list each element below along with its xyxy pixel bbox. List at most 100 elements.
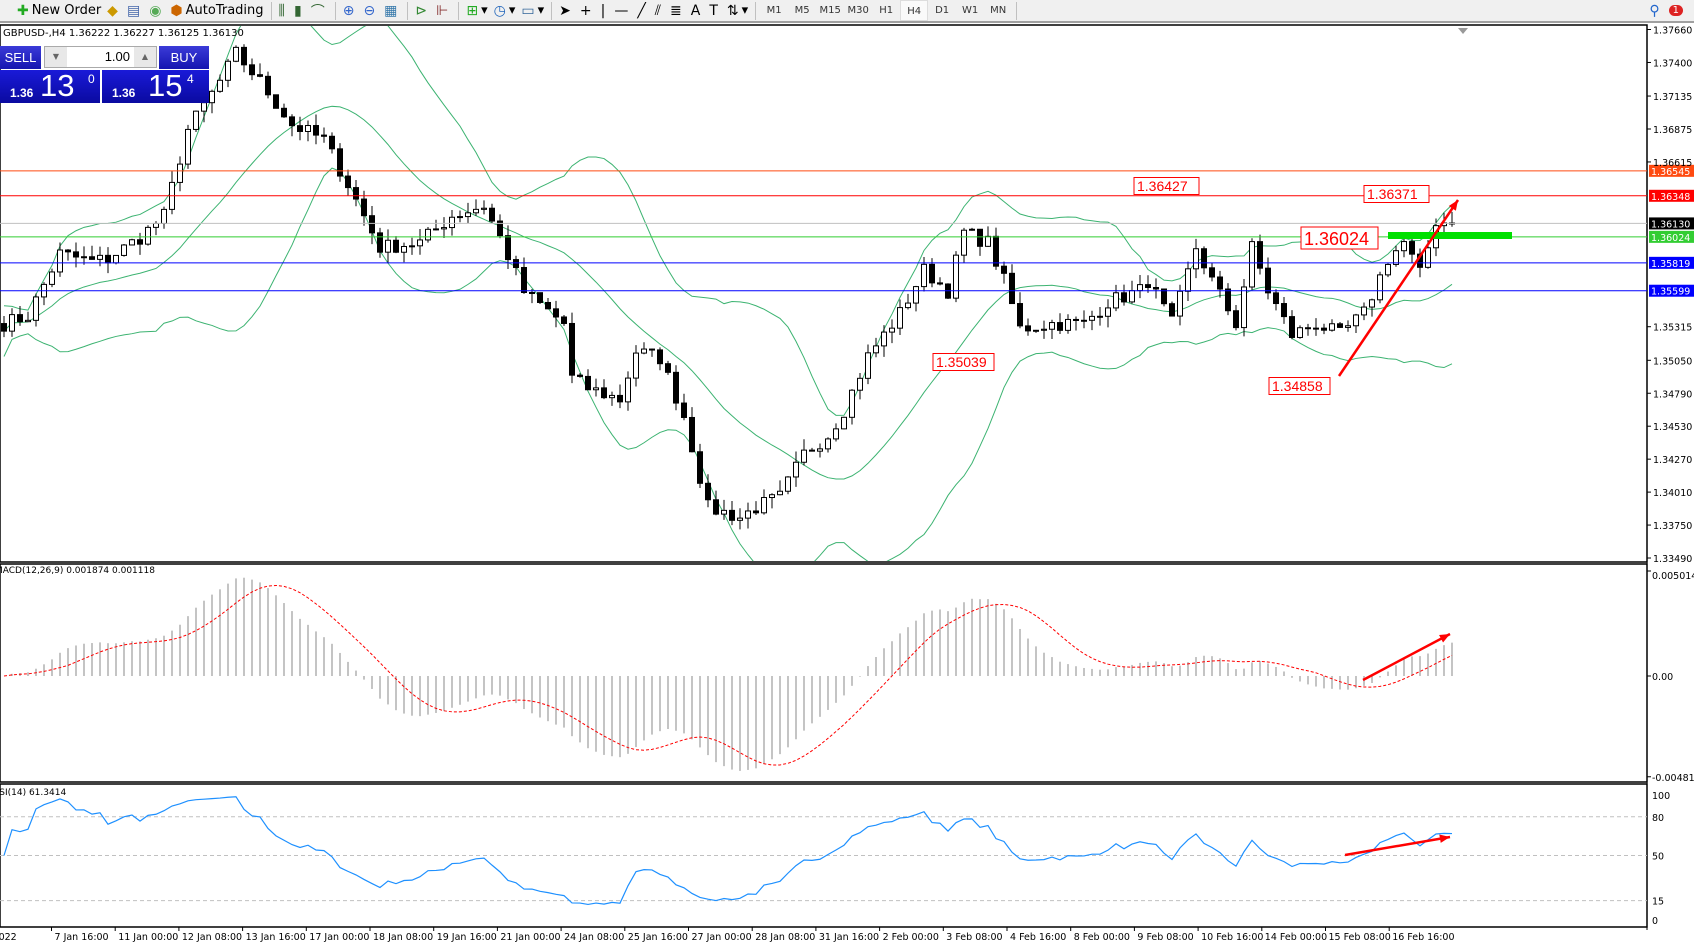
trendline-button[interactable]: ╱ xyxy=(634,0,651,21)
line-chart-button[interactable]: ⌒ xyxy=(308,0,331,21)
candle-body xyxy=(1361,306,1367,316)
data-window-button[interactable]: ▤ xyxy=(124,0,146,21)
time-tick-label: 4 Feb 16:00 xyxy=(1010,932,1066,943)
candle-body xyxy=(913,286,919,304)
candle-body xyxy=(513,259,519,269)
time-tick-label: 6 Jan 2022 xyxy=(0,932,17,943)
indicators-button[interactable]: ⊞ ▾ xyxy=(466,2,488,19)
rsi-tick-label: 80 xyxy=(1652,813,1664,824)
time-tick-label: 8 Feb 00:00 xyxy=(1074,932,1130,943)
candle-body xyxy=(961,229,967,256)
candle xyxy=(625,371,631,411)
candle-body xyxy=(1137,284,1143,292)
timeframe-m15[interactable]: M15 xyxy=(819,5,841,16)
candle-body xyxy=(865,352,871,379)
candle xyxy=(825,437,831,453)
candle xyxy=(1225,283,1231,316)
clock-icon: ◷ xyxy=(493,2,506,19)
candle xyxy=(969,227,975,231)
vertical-line-button[interactable]: | xyxy=(598,0,612,21)
arrows-button[interactable]: ⇅ ▾ xyxy=(726,2,749,19)
lot-size-input[interactable]: ▼ 1.00 ▲ xyxy=(44,46,157,68)
time-tick-label: 10 Feb 16:00 xyxy=(1201,932,1263,943)
candle xyxy=(1145,275,1151,293)
time-tick-label: 17 Jan 00:00 xyxy=(309,932,369,943)
candle xyxy=(937,277,943,286)
candle-body xyxy=(785,476,791,492)
lot-value[interactable]: 1.00 xyxy=(104,49,130,64)
buy-price-button[interactable]: 1.36 15 4 xyxy=(102,68,209,103)
candle xyxy=(849,389,855,425)
zoom-out-button[interactable]: ⊖ xyxy=(360,0,381,21)
sell-button[interactable]: SELL xyxy=(0,46,41,69)
channel-button[interactable]: ⫽ xyxy=(652,0,667,21)
sell-price-button[interactable]: 1.36 13 0 xyxy=(0,68,100,103)
new-order-button[interactable]: ✚ New Order xyxy=(17,2,102,19)
price-level-tag xyxy=(1649,164,1694,177)
candle xyxy=(401,242,407,263)
candle-body xyxy=(1305,327,1311,330)
price-tick-label: 1.33490 xyxy=(1653,554,1692,565)
text-label-icon: T xyxy=(709,2,718,19)
text-button[interactable]: A xyxy=(688,0,707,21)
candle xyxy=(577,373,583,378)
rsi-tick-label: 15 xyxy=(1652,897,1664,908)
cursor-button[interactable]: ➤ xyxy=(556,0,577,21)
bar-chart-button[interactable]: ⫼ xyxy=(276,0,291,21)
candle xyxy=(1041,320,1047,339)
chart-shift-button[interactable]: ⊩ xyxy=(433,0,454,21)
buy-price-big: 15 xyxy=(148,68,183,103)
text-label-button[interactable]: T xyxy=(706,0,724,21)
candle xyxy=(633,345,639,387)
horizontal-line-button[interactable]: — xyxy=(611,0,634,21)
candle-body xyxy=(1217,276,1223,290)
fibonacci-button[interactable]: ≣ xyxy=(667,0,688,21)
periods-button[interactable]: ◷ ▾ xyxy=(493,2,516,19)
price-annotation-text: 1.36024 xyxy=(1304,229,1369,249)
zoom-in-button[interactable]: ⊕ xyxy=(340,0,361,21)
timeframe-h4[interactable]: H4 xyxy=(900,0,929,21)
timeframe-d1[interactable]: D1 xyxy=(935,5,950,16)
templates-button[interactable]: ▭ ▾ xyxy=(521,2,545,19)
tile-windows-button[interactable]: ▦ xyxy=(381,0,403,21)
candle-body xyxy=(1345,325,1351,328)
candle-body xyxy=(809,449,815,452)
lot-decrease-button[interactable]: ▼ xyxy=(45,47,67,67)
candle-body xyxy=(1193,248,1199,270)
candle xyxy=(697,443,703,488)
auto-scroll-button[interactable]: ⊳ xyxy=(412,0,433,21)
search-button[interactable]: ⚲ xyxy=(1646,0,1665,21)
candle xyxy=(1073,316,1079,331)
candle-body xyxy=(1169,303,1175,317)
buy-price-prefix: 1.36 xyxy=(112,86,136,100)
autotrading-button[interactable]: ⬢ AutoTrading xyxy=(170,2,264,19)
candle-body xyxy=(1377,274,1383,301)
market-watch-button[interactable]: ◆ xyxy=(104,0,124,21)
timeframe-h1[interactable]: H1 xyxy=(879,5,894,16)
timeframe-m1[interactable]: M1 xyxy=(766,5,782,16)
signals-button[interactable]: ◉ xyxy=(146,0,167,21)
price-tick-label: 1.34010 xyxy=(1653,488,1692,499)
timeframe-m30[interactable]: M30 xyxy=(847,5,869,16)
timeframe-w1[interactable]: W1 xyxy=(962,5,979,16)
timeframe-mn[interactable]: MN xyxy=(990,5,1007,16)
candle-body xyxy=(465,212,471,218)
candle xyxy=(81,246,87,265)
candle xyxy=(1313,318,1319,336)
lot-increase-button[interactable]: ▲ xyxy=(134,47,156,67)
notifications-button[interactable]: 1 xyxy=(1666,0,1686,21)
candle-body xyxy=(377,232,383,253)
candle xyxy=(337,143,343,182)
candle-body xyxy=(161,208,167,224)
candlestick-button[interactable]: ▮ xyxy=(291,0,308,21)
candle xyxy=(745,502,751,529)
timeframe-m5[interactable]: M5 xyxy=(794,5,810,16)
candle-body xyxy=(193,110,199,130)
candle xyxy=(1081,310,1087,329)
buy-button[interactable]: BUY xyxy=(159,46,209,69)
candle-body xyxy=(561,316,567,324)
candle-body xyxy=(625,377,631,403)
crosshair-button[interactable]: + xyxy=(577,0,598,21)
rsi-label: RSI(14) 61.3414 xyxy=(0,788,67,798)
